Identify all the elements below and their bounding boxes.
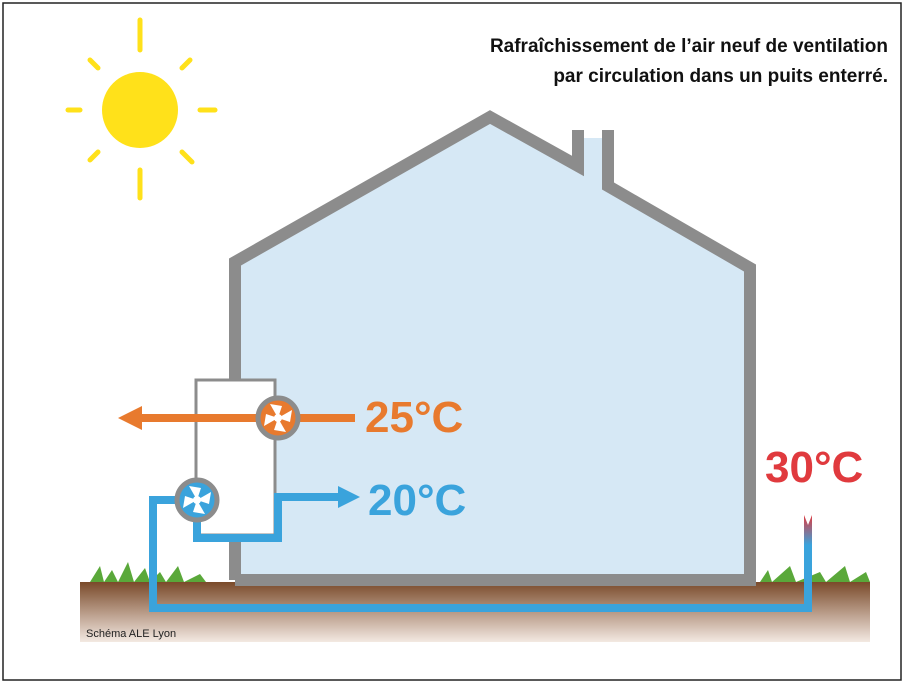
exhaust-arrow	[118, 406, 142, 430]
title-line: Rafraîchissement de l’air neuf de ventil…	[490, 36, 888, 57]
credit: Schéma ALE Lyon	[86, 628, 176, 640]
air-intake	[804, 515, 812, 545]
exhaust-temp: 25°C	[365, 393, 463, 442]
supply-temp: 20°C	[368, 476, 466, 525]
house-outline	[229, 110, 756, 586]
fan	[174, 477, 220, 523]
fan	[255, 395, 301, 441]
grass	[90, 562, 870, 582]
supply-arrow	[338, 486, 360, 508]
buried-pipe	[149, 496, 812, 612]
title-line: par circulation dans un puits enterré.	[553, 66, 888, 87]
sun	[65, 17, 218, 201]
outside-temp: 30°C	[765, 443, 863, 492]
house-interior	[235, 117, 750, 580]
supply-duct	[193, 493, 340, 542]
